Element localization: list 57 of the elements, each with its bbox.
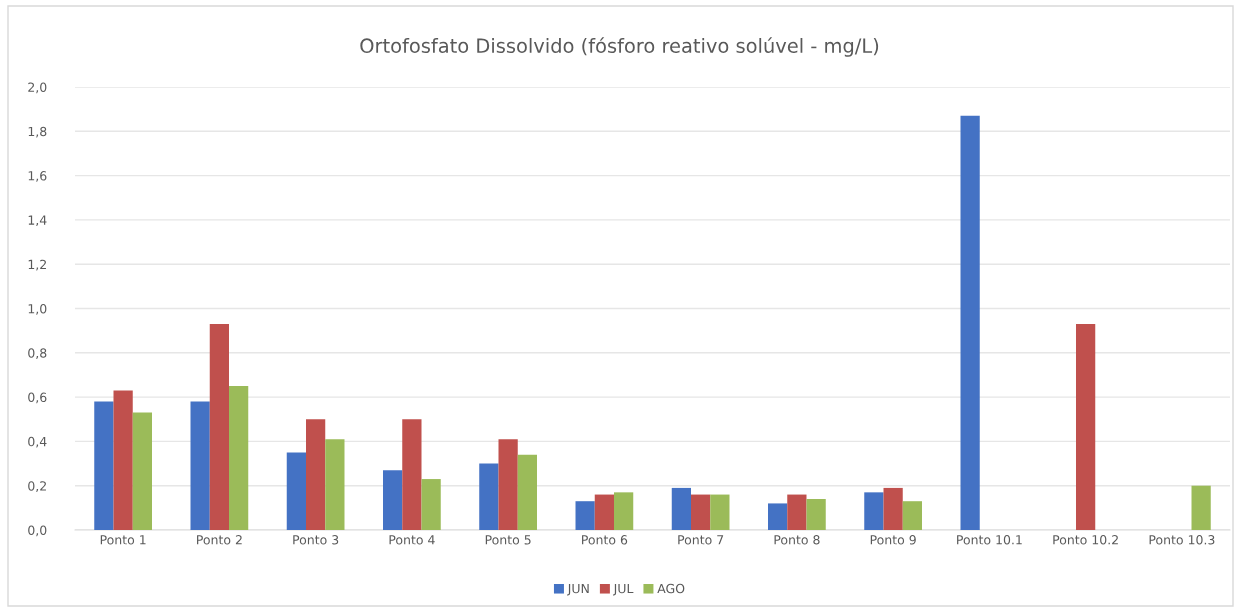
bar: [132, 412, 152, 530]
bar: [768, 503, 788, 530]
y-tick-label: 1,8: [28, 126, 47, 138]
bar: [190, 401, 210, 530]
bar: [306, 419, 326, 530]
bar: [325, 439, 345, 530]
x-tick-label: Ponto 9: [870, 535, 916, 545]
x-tick-label: Ponto 10.2: [1053, 535, 1118, 545]
chart-title: Ortofosfato Dissolvido (fósforo reativo solúvel - mg/L): [360, 37, 879, 57]
x-tick-label: Ponto 8: [774, 535, 820, 545]
legend-label: AGO: [657, 583, 685, 594]
bar: [787, 494, 807, 530]
bar: [883, 487, 903, 530]
y-tick-label: 1,4: [28, 215, 47, 227]
bar: [517, 454, 537, 530]
x-tick-label: Ponto 3: [293, 535, 339, 545]
y-tick-label: 1,0: [28, 303, 47, 315]
bar: [421, 479, 441, 530]
bar: [402, 419, 422, 530]
bar: [710, 494, 730, 530]
bar: [575, 501, 595, 530]
y-tick-label: 0,8: [28, 348, 47, 359]
bar: [806, 498, 826, 530]
bar: [1076, 324, 1096, 530]
y-tick-label: 1,2: [28, 259, 46, 271]
bar: [671, 487, 691, 530]
y-tick-label: 1,6: [28, 171, 47, 182]
bar: [229, 386, 249, 530]
x-tick-label: Ponto 7: [678, 535, 724, 545]
x-tick-label: Ponto 5: [485, 535, 531, 545]
y-tick-label: 2,0: [28, 82, 47, 94]
y-tick-label: 0,6: [28, 392, 47, 404]
bar: [286, 452, 306, 530]
bar: [594, 494, 614, 530]
bar: [479, 463, 499, 530]
x-tick-label: Ponto 10.3: [1149, 535, 1215, 545]
legend-label: JUL: [612, 583, 634, 596]
bar: [864, 492, 884, 530]
bar: [614, 492, 634, 530]
y-tick-label: 0,0: [28, 525, 47, 537]
legend-label: JUN: [567, 583, 589, 596]
bar: [94, 401, 114, 530]
bar: [113, 390, 133, 530]
y-tick-label: 0,4: [28, 436, 47, 448]
bar: [1191, 485, 1211, 530]
x-tick-label: Ponto 10.1: [957, 535, 1022, 545]
x-tick-label: Ponto 1: [100, 535, 146, 545]
bar: [960, 115, 980, 530]
bar: [383, 470, 403, 530]
x-tick-label: Ponto 2: [197, 535, 242, 545]
bar: [209, 324, 229, 530]
bar: [691, 494, 711, 530]
y-tick-label: 0,2: [28, 481, 46, 492]
x-tick-label: Ponto 4: [389, 535, 435, 545]
bar: [902, 501, 922, 530]
bar: [498, 439, 518, 530]
x-tick-label: Ponto 6: [582, 535, 628, 545]
